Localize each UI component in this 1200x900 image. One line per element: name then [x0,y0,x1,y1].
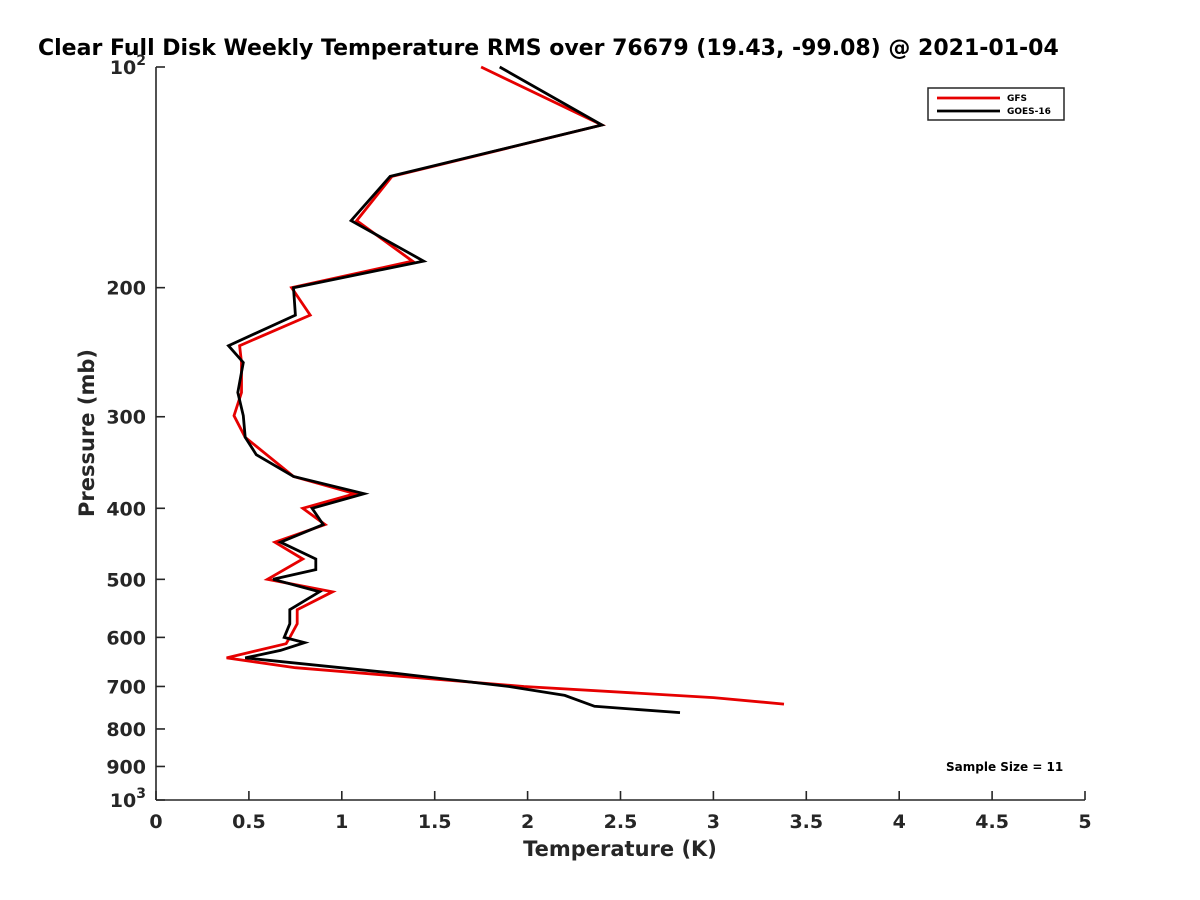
plot-area [155,67,1085,801]
legend-label: GOES-16 [1007,107,1051,117]
data-point [309,314,311,316]
data-point [280,541,282,543]
sample-size-annotation: Sample Size = 11 [946,760,1063,774]
series-gfs [226,65,785,706]
y-tick-label: 300 [106,407,146,429]
data-point [293,287,295,289]
y-tick-label: 500 [106,569,146,591]
data-point [304,642,306,644]
data-point [237,392,239,394]
data-point [285,643,287,645]
legend: GFS GOES-16 [927,87,1065,121]
x-tick-label: 1 [335,811,348,833]
data-point [315,558,317,560]
y-axis-label: Pressure (mb) [75,349,99,517]
x-tick-label: 0.5 [232,811,266,833]
data-point [294,667,296,669]
y-tick-label: 102 [110,53,146,79]
data-point [423,260,425,262]
data-point [296,609,298,611]
data-point [244,657,246,659]
data-point [239,345,241,347]
data-point [363,493,365,495]
data-point [332,591,334,593]
data-point [242,415,244,417]
data-point [322,524,324,526]
data-point [397,673,399,675]
legend-label: GFS [1007,94,1027,104]
data-point [315,569,317,571]
y-tick-label: 800 [106,719,146,741]
data-point [242,362,244,364]
data-point [480,66,482,68]
x-axis-label: Temperature (K) [523,837,717,861]
data-point [272,578,274,580]
data-point [233,415,235,417]
data-point [255,454,257,456]
data-point [296,623,298,625]
y-tick-label: 103 [110,786,146,812]
data-point [280,649,282,651]
data-point [228,345,230,347]
data-point [244,436,246,438]
y-tick-label: 900 [106,756,146,778]
data-point [289,609,291,611]
data-point [311,507,313,509]
data-point [267,578,269,580]
data-point [302,558,304,560]
y-tick-label: 400 [106,498,146,520]
series-line [226,65,785,706]
x-tick-label: 3.5 [789,811,823,833]
data-point [712,697,714,699]
data-point [508,686,510,688]
data-point [601,124,603,126]
data-point [594,705,596,707]
x-tick-label: 0 [149,811,162,833]
data-point [356,220,358,222]
y-tick-label: 200 [106,278,146,300]
data-point [389,175,391,177]
data-point [289,623,291,625]
series-line [226,65,681,714]
data-point [679,712,681,714]
data-point [350,220,352,222]
series-goes-16 [226,65,681,714]
data-point [293,476,295,478]
y-tick-label: 600 [106,627,146,649]
data-point [499,66,501,68]
y-axis: 102 200 300 400 500 600 700 800 900 103 [106,53,165,812]
x-axis: 0 0.5 1 1.5 2 2.5 3 3.5 4 4.5 5 [149,791,1092,833]
data-point [283,636,285,638]
x-tick-label: 1.5 [418,811,452,833]
data-point [241,392,243,394]
data-point [274,541,276,543]
data-point [564,694,566,696]
data-point [294,314,296,316]
series-layer [226,65,785,714]
y-tick-label: 700 [106,676,146,698]
x-tick-label: 2.5 [604,811,638,833]
data-point [411,260,413,262]
x-tick-label: 3 [707,811,720,833]
data-point [319,591,321,593]
x-tick-label: 4 [893,811,906,833]
data-point [302,507,304,509]
data-point [226,657,228,659]
data-point [783,703,785,705]
x-tick-label: 5 [1078,811,1091,833]
data-point [523,686,525,688]
x-tick-label: 2 [521,811,534,833]
chart-title: Clear Full Disk Weekly Temperature RMS o… [38,36,1059,61]
x-tick-label: 4.5 [975,811,1009,833]
